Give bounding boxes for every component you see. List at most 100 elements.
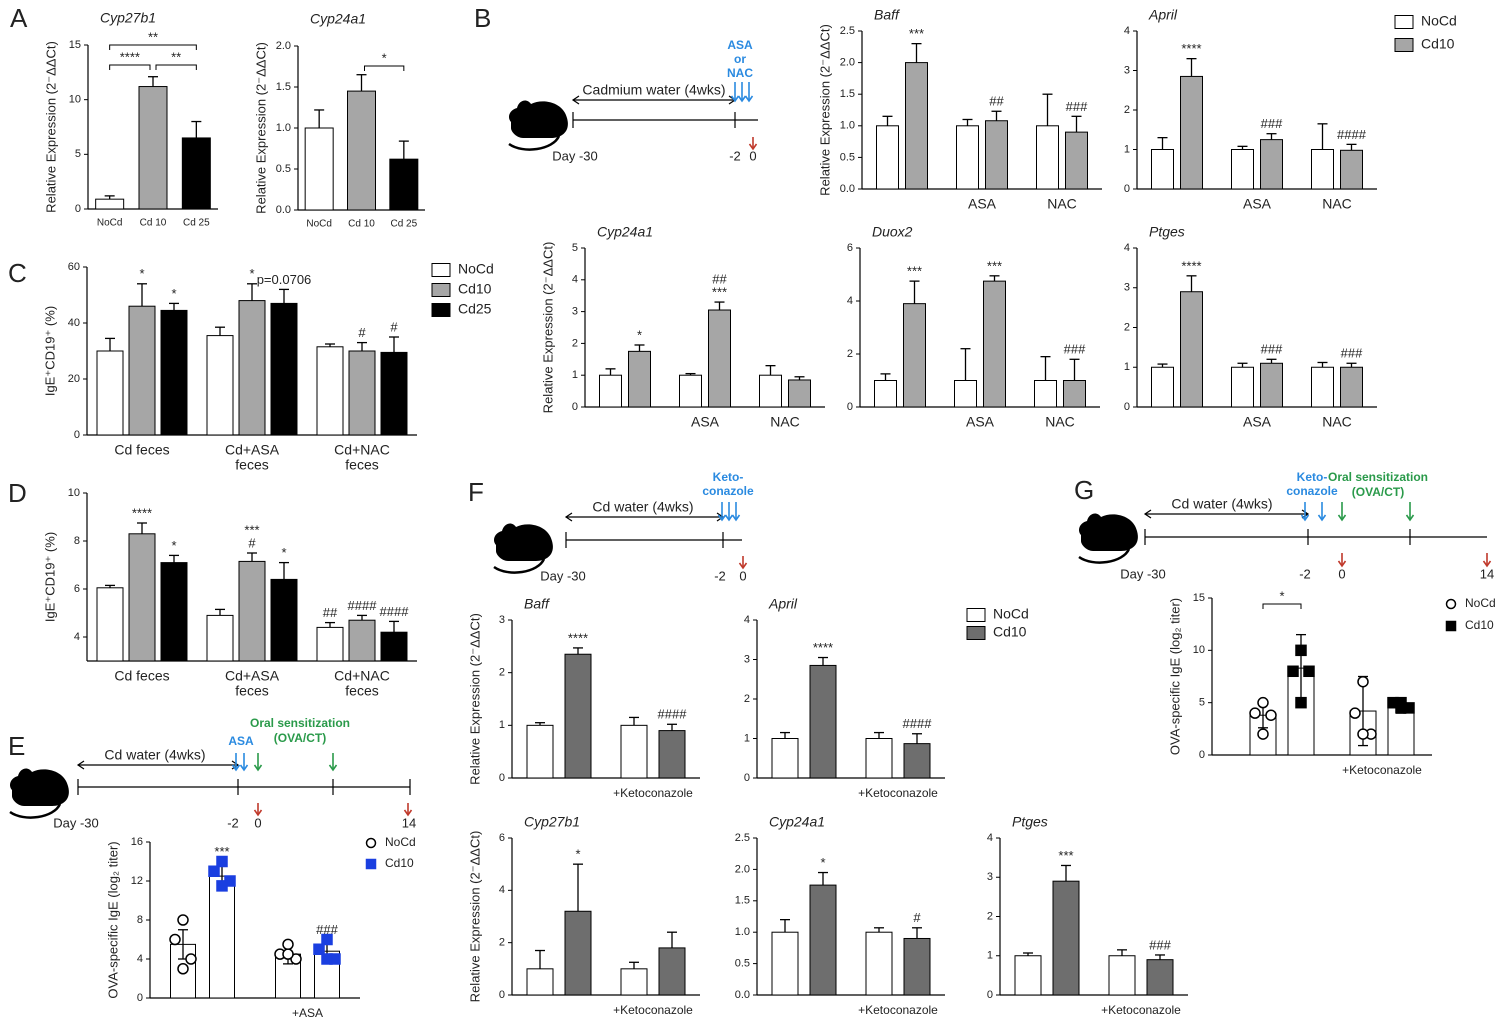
significance-label: ### <box>1066 99 1088 114</box>
error-bar <box>535 722 545 726</box>
error-bar <box>818 871 828 886</box>
chart-title: Ptges <box>1012 814 1048 830</box>
bar <box>95 198 125 210</box>
bar <box>1340 149 1363 190</box>
y-tick-label: 12 <box>131 875 143 887</box>
error-bar <box>279 288 289 304</box>
bar <box>1260 362 1283 408</box>
error-bar <box>104 195 115 200</box>
y-tick-label: 10 <box>1193 644 1205 656</box>
error-bar <box>989 275 1000 282</box>
error-bar <box>1266 133 1277 140</box>
error-bar <box>1157 363 1168 368</box>
x-tick-label: feces <box>235 683 268 699</box>
bar <box>1231 149 1254 190</box>
significance-label: #### <box>348 598 378 613</box>
significance-label: ### <box>316 922 338 937</box>
legend-label: NoCd <box>458 261 494 277</box>
error-bar <box>137 522 147 534</box>
x-tick-label: Cd 25 <box>390 219 417 230</box>
bar <box>160 562 188 662</box>
panel-letter: C <box>8 258 27 288</box>
bar <box>903 937 931 996</box>
y-tick-label: 4 <box>137 953 143 965</box>
error-bar <box>148 76 158 87</box>
significance-label: ### <box>1261 342 1283 357</box>
y-tick-label: 2 <box>987 910 993 922</box>
bar <box>954 380 977 408</box>
y-tick-label: 3 <box>744 653 750 665</box>
data-point <box>216 855 228 868</box>
x-tick-label: NAC <box>770 414 800 430</box>
y-tick-label: 1.5 <box>276 81 291 93</box>
bar <box>983 280 1006 408</box>
bar <box>1231 366 1254 408</box>
bar <box>1151 366 1174 408</box>
error-bar <box>780 918 790 933</box>
data-point <box>282 948 294 960</box>
y-tick-label: 0.5 <box>735 958 750 970</box>
error-bar <box>1186 58 1197 77</box>
significance-label: **** <box>1181 41 1201 56</box>
sensitization-label: (OVA/CT) <box>1352 485 1404 499</box>
data-point <box>185 953 197 965</box>
significance-label: ** <box>148 29 158 44</box>
bar <box>809 884 837 996</box>
error-bar <box>215 326 225 336</box>
bar <box>1340 366 1363 408</box>
y-tick-label: 2 <box>499 937 505 949</box>
significance-label: ### <box>1261 116 1283 131</box>
bar <box>771 738 799 779</box>
timeline-label: Cd water (4wks) <box>592 499 693 515</box>
data-point <box>365 837 377 849</box>
significance-label: * <box>637 327 642 342</box>
significance-label: ## <box>712 271 727 286</box>
treatment-label: conazole <box>702 484 754 498</box>
legend-swatch <box>966 608 986 622</box>
error-bar <box>215 608 225 616</box>
day-label: Day -30 <box>1120 566 1166 581</box>
legend-label: Cd10 <box>1421 36 1455 52</box>
error-bar <box>960 348 971 381</box>
y-tick-label: 0 <box>75 203 81 215</box>
error-bar <box>389 620 399 633</box>
error-bar <box>880 373 891 381</box>
significance-label: ## <box>989 94 1004 109</box>
error-bar <box>137 283 147 307</box>
x-tick-label: +Ketoconazole <box>858 786 938 800</box>
bar <box>348 350 376 436</box>
bar <box>1108 955 1136 996</box>
significance-label: #### <box>658 707 688 722</box>
bar <box>564 910 592 996</box>
arrow-head <box>738 562 748 570</box>
legend-swatch <box>431 283 451 297</box>
y-tick-label: 0.5 <box>276 163 291 175</box>
bar <box>708 309 731 408</box>
bar <box>1387 707 1415 756</box>
y-tick-label: 3 <box>1124 64 1130 76</box>
legend-label: Cd10 <box>385 856 414 870</box>
chart-title: Ptges <box>1149 224 1185 240</box>
error-bar <box>535 949 545 969</box>
significance-label: *** <box>909 26 924 41</box>
error-bar <box>634 344 645 352</box>
x-tick-label: feces <box>345 457 378 473</box>
bar <box>348 619 376 662</box>
y-axis-label: Relative Expression (2⁻ΔΔCt) <box>43 41 58 213</box>
x-tick-label: +Ketoconazole <box>613 786 693 800</box>
data-point <box>1357 728 1369 740</box>
error-bar <box>1317 123 1328 150</box>
error-bar <box>357 614 367 621</box>
y-tick-label: 2 <box>744 693 750 705</box>
data-point <box>1265 709 1277 721</box>
bar <box>564 653 592 779</box>
error-bar <box>314 109 325 128</box>
y-tick-label: 3 <box>1124 282 1130 294</box>
bar <box>304 127 334 211</box>
bar <box>209 875 235 999</box>
error-bar <box>1040 355 1051 381</box>
bar <box>905 62 928 190</box>
error-bar <box>794 376 805 380</box>
bar <box>128 305 156 436</box>
y-tick-label: 3 <box>499 614 505 626</box>
